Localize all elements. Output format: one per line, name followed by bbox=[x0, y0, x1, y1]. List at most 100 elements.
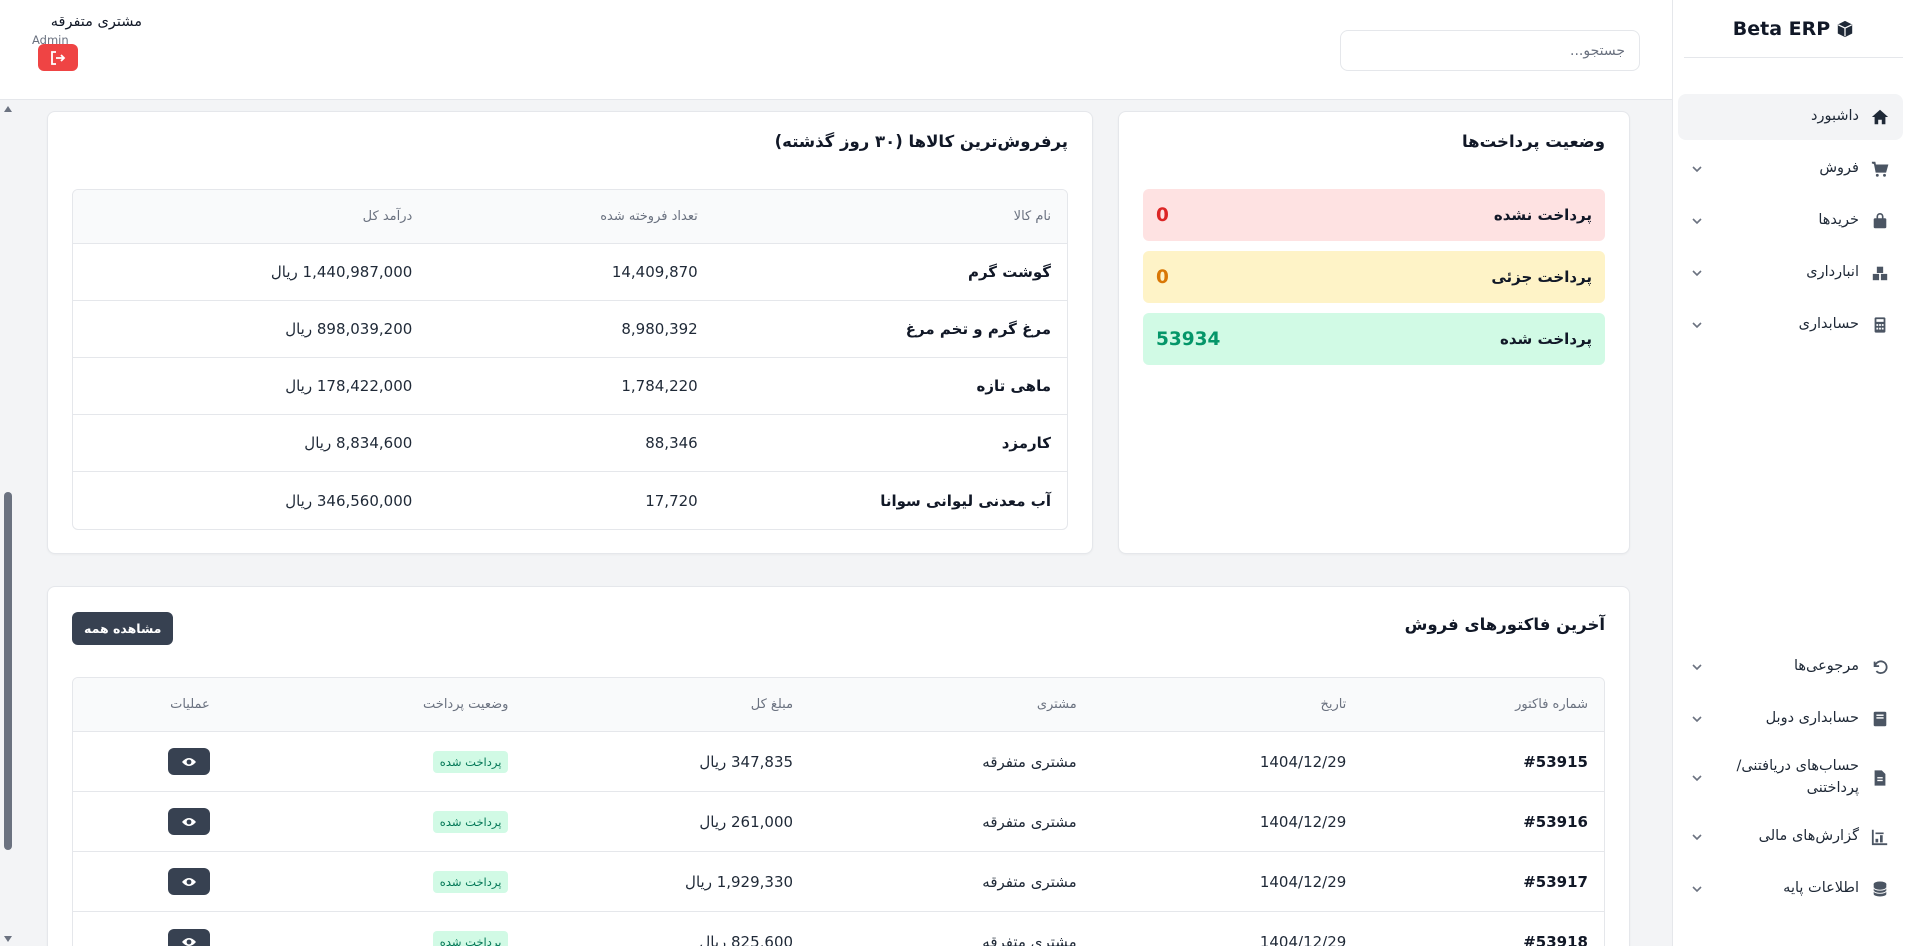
payment-row-paid: پرداخت شده 53934 bbox=[1143, 313, 1605, 365]
sign-out-icon bbox=[51, 50, 66, 65]
column-header-amount: مبلغ کل bbox=[750, 697, 794, 712]
table-row: گوشت گرم 14,409,870 1,440,987,000 ریال bbox=[73, 244, 1067, 301]
user-info: مشتری متفرقه Admin bbox=[32, 14, 142, 47]
scrollbar-thumb[interactable] bbox=[4, 492, 12, 850]
payment-count: 0 bbox=[1156, 266, 1169, 288]
product-name: گوشت گرم bbox=[967, 263, 1051, 281]
sidebar-item-financial-reports[interactable]: گزارش‌های مالی bbox=[1678, 814, 1903, 860]
table-header: نام کالا تعداد فروخته شده درآمد کل bbox=[73, 190, 1067, 244]
product-qty: 14,409,870 bbox=[611, 263, 698, 281]
page-scrollbar[interactable] bbox=[0, 100, 16, 946]
scroll-down-arrow-icon[interactable] bbox=[4, 936, 12, 942]
invoice-number[interactable]: #53915 bbox=[1523, 752, 1588, 771]
sidebar-item-sales[interactable]: فروش bbox=[1678, 146, 1903, 192]
status-badge: پرداخت شده bbox=[432, 870, 509, 893]
invoice-date: 1404/12/29 bbox=[1259, 933, 1347, 946]
database-icon bbox=[1871, 880, 1889, 898]
table-row: ماهی تازه 1,784,220 178,422,000 ریال bbox=[73, 358, 1067, 415]
chevron-down-icon bbox=[1690, 660, 1704, 674]
invoice-customer: مشتری متفرقه bbox=[982, 872, 1077, 891]
payment-label: پرداخت شده bbox=[1500, 330, 1592, 348]
view-invoice-button[interactable] bbox=[167, 868, 210, 895]
table-row: کارمزد 88,346 8,834,600 ریال bbox=[73, 415, 1067, 472]
sidebar-item-label: اطلاعات پایه bbox=[1783, 880, 1859, 897]
invoice-file-icon bbox=[1871, 769, 1889, 787]
sidebar-item-dashboard[interactable]: داشبورد bbox=[1678, 94, 1903, 140]
chevron-down-icon bbox=[1690, 771, 1704, 785]
view-invoice-button[interactable] bbox=[167, 808, 210, 835]
calculator-icon bbox=[1871, 316, 1889, 334]
invoice-amount: 1,929,330 ریال bbox=[685, 872, 794, 891]
card-title: پرفروش‌ترین کالاها (۳۰ روز گذشته) bbox=[774, 132, 1068, 151]
sidebar-item-returns[interactable]: مرجوعی‌ها bbox=[1678, 644, 1903, 690]
brand-name: Beta ERP bbox=[1732, 17, 1831, 40]
search-input[interactable] bbox=[1340, 30, 1640, 71]
column-header-actions: عملیات bbox=[170, 697, 210, 712]
product-revenue: 346,560,000 ریال bbox=[285, 491, 413, 510]
sidebar-nav-bottom: مرجوعی‌ها حسابداری دوبل حساب‌های دریافتن… bbox=[1678, 644, 1903, 918]
cube-icon bbox=[1838, 20, 1853, 37]
product-revenue: 178,422,000 ریال bbox=[285, 377, 413, 395]
chevron-down-icon bbox=[1690, 882, 1704, 896]
sidebar: Beta ERP داشبورد فروش خریدها انبارداری ح… bbox=[1672, 0, 1915, 946]
invoice-date: 1404/12/29 bbox=[1259, 752, 1347, 771]
sidebar-item-label: مرجوعی‌ها bbox=[1793, 658, 1859, 675]
chart-icon bbox=[1871, 828, 1889, 846]
product-qty: 8,980,392 bbox=[621, 320, 698, 338]
sidebar-item-accounting[interactable]: حسابداری bbox=[1678, 302, 1903, 348]
table-row: #53917 1404/12/29 مشتری متفرقه 1,929,330… bbox=[73, 852, 1604, 912]
sidebar-item-label: فروش bbox=[1819, 160, 1859, 177]
product-revenue: 1,440,987,000 ریال bbox=[270, 263, 413, 281]
card-title: وضعیت پرداخت‌ها bbox=[1461, 132, 1605, 151]
invoice-number[interactable]: #53918 bbox=[1523, 933, 1588, 946]
column-header-name: نام کالا bbox=[1013, 209, 1051, 224]
brand-logo[interactable]: Beta ERP bbox=[1684, 0, 1903, 58]
undo-icon bbox=[1871, 658, 1889, 676]
invoice-date: 1404/12/29 bbox=[1259, 872, 1347, 891]
product-name: کارمزد bbox=[1001, 434, 1051, 452]
invoice-amount: 347,835 ریال bbox=[699, 752, 794, 771]
scroll-up-arrow-icon[interactable] bbox=[4, 106, 12, 112]
payment-label: پرداخت جزئی bbox=[1491, 268, 1592, 286]
payment-count: 0 bbox=[1156, 204, 1169, 226]
product-qty: 88,346 bbox=[645, 434, 698, 452]
invoice-customer: مشتری متفرقه bbox=[982, 933, 1077, 946]
invoice-customer: مشتری متفرقه bbox=[982, 752, 1077, 771]
product-qty: 1,784,220 bbox=[621, 377, 698, 395]
column-header-customer: مشتری bbox=[1036, 697, 1077, 712]
top-header: مشتری متفرقه Admin bbox=[0, 0, 1672, 100]
product-name: مرغ گرم و تخم مرغ bbox=[905, 320, 1051, 338]
invoice-date: 1404/12/29 bbox=[1259, 812, 1347, 831]
view-invoice-button[interactable] bbox=[167, 748, 210, 775]
chevron-down-icon bbox=[1690, 162, 1704, 176]
sidebar-item-label: حساب‌های دریافتنی/پرداختنی bbox=[1736, 758, 1859, 796]
chevron-down-icon bbox=[1690, 830, 1704, 844]
eye-icon bbox=[181, 757, 196, 766]
payment-row-unpaid: پرداخت نشده 0 bbox=[1143, 189, 1605, 241]
sidebar-item-receivables-payables[interactable]: حساب‌های دریافتنی/پرداختنی bbox=[1678, 748, 1903, 808]
invoice-amount: 825,600 ریال bbox=[699, 933, 794, 946]
view-all-button[interactable]: مشاهده همه bbox=[72, 612, 174, 645]
status-badge: پرداخت شده bbox=[432, 810, 509, 833]
invoice-customer: مشتری متفرقه bbox=[982, 812, 1077, 831]
sidebar-item-base-info[interactable]: اطلاعات پایه bbox=[1678, 866, 1903, 912]
sidebar-item-label: حسابداری دوبل bbox=[1765, 710, 1859, 727]
payment-status-card: وضعیت پرداخت‌ها پرداخت نشده 0 پرداخت جزئ… bbox=[1118, 111, 1630, 554]
view-invoice-button[interactable] bbox=[167, 928, 210, 946]
table-row: #53915 1404/12/29 مشتری متفرقه 347,835 ر… bbox=[73, 732, 1604, 792]
chevron-down-icon bbox=[1690, 712, 1704, 726]
sidebar-item-double-entry[interactable]: حسابداری دوبل bbox=[1678, 696, 1903, 742]
table-row: #53918 1404/12/29 مشتری متفرقه 825,600 ر… bbox=[73, 912, 1604, 946]
invoice-number[interactable]: #53917 bbox=[1523, 872, 1588, 891]
invoice-number[interactable]: #53916 bbox=[1523, 812, 1588, 831]
cart-icon bbox=[1871, 160, 1889, 178]
logout-button[interactable] bbox=[38, 44, 78, 71]
latest-invoices-card: آخرین فاکتورهای فروش مشاهده همه شماره فا… bbox=[47, 586, 1630, 946]
payment-count: 53934 bbox=[1156, 328, 1221, 350]
chevron-down-icon bbox=[1690, 266, 1704, 280]
product-revenue: 898,039,200 ریال bbox=[285, 320, 413, 338]
table-row: #53916 1404/12/29 مشتری متفرقه 261,000 ر… bbox=[73, 792, 1604, 852]
product-name: آب معدنی لیوانی سوانا bbox=[880, 491, 1051, 510]
sidebar-item-warehouse[interactable]: انبارداری bbox=[1678, 250, 1903, 296]
sidebar-item-purchases[interactable]: خریدها bbox=[1678, 198, 1903, 244]
